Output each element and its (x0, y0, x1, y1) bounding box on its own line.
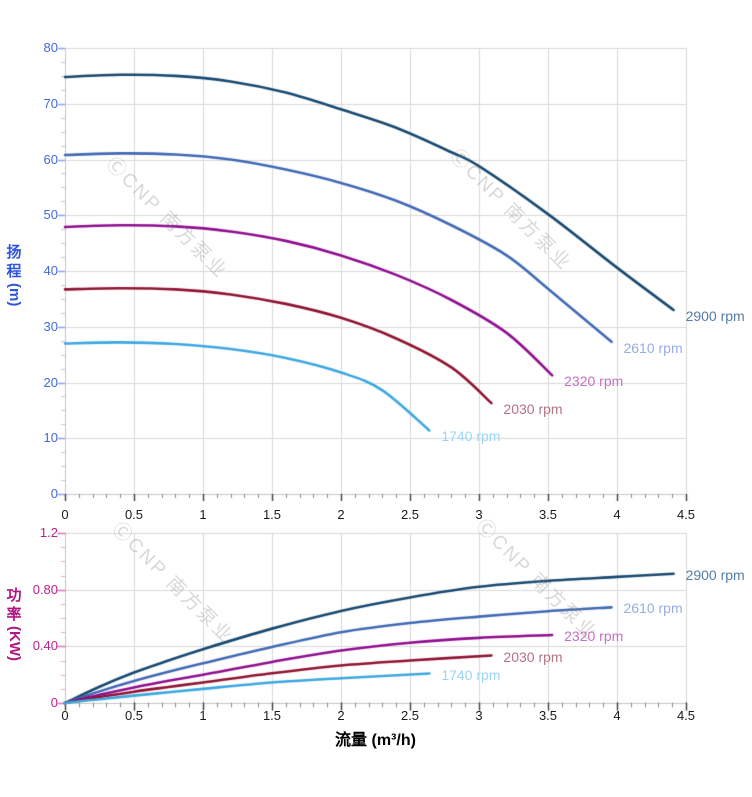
x-tick-label: 1.5 (262, 708, 282, 723)
x-tick-label: 3 (475, 507, 483, 522)
y-tick-label: 0 (50, 695, 58, 710)
series-label-2320-rpm: 2320 rpm (564, 373, 624, 390)
series-label-2900-rpm: 2900 rpm (685, 308, 745, 325)
y-axis-title-head-text: 扬程 (6, 244, 22, 280)
y-tick-label: 40 (43, 263, 58, 278)
x-tick-label: 0.5 (124, 708, 144, 723)
x-tick-label: 3.5 (538, 708, 558, 723)
y-tick-label: 70 (43, 95, 58, 111)
y-axis-title-head: 扬程 (m) (5, 243, 23, 306)
series-label-2900-rpm: 2900 rpm (685, 566, 745, 583)
y-axis-title-power-text: 功率 (6, 587, 22, 623)
x-tick-label: 2 (337, 708, 345, 723)
y-axis-title-power: 功率 (KW) (5, 586, 23, 661)
y-tick-label: 30 (43, 318, 58, 334)
y-tick-label: 60 (43, 151, 58, 167)
y-tick-label: 0.40 (32, 638, 58, 654)
series-label-1740-rpm: 1740 rpm (441, 666, 501, 683)
series-label-2610-rpm: 2610 rpm (623, 600, 683, 617)
x-axis-title: 流量 (m³/h) (335, 732, 416, 749)
series-label-2610-rpm: 2610 rpm (623, 339, 683, 356)
x-tick-label: 4 (613, 507, 621, 522)
y-tick-label: 0 (50, 486, 58, 501)
series-label-2030-rpm: 2030 rpm (503, 648, 563, 665)
x-tick-label: 1 (199, 507, 207, 522)
x-tick-label: 0 (61, 708, 69, 723)
x-tick-label: 4 (613, 708, 621, 723)
series-label-2320-rpm: 2320 rpm (564, 628, 624, 644)
y-tick-label: 0.80 (32, 581, 58, 597)
x-tick-label: 0 (61, 507, 69, 522)
x-tick-label: 3.5 (538, 507, 558, 522)
x-tick-label: 1.5 (262, 507, 282, 522)
x-tick-label: 0.5 (124, 507, 144, 522)
y-axis-title-head-unit: (m) (6, 283, 23, 307)
x-tick-label: 4.5 (676, 708, 696, 723)
x-tick-label: 2 (337, 507, 345, 522)
y-axis-title-power-unit: (KW) (6, 626, 23, 661)
y-tick-label: 10 (43, 430, 58, 446)
x-tick-label: 1 (199, 708, 207, 723)
x-tick-label: 2.5 (400, 708, 420, 723)
series-label-1740-rpm: 1740 rpm (441, 428, 501, 445)
x-tick-label: 2.5 (400, 507, 420, 522)
y-tick-label: 1.2 (39, 525, 58, 540)
series-label-2030-rpm: 2030 rpm (503, 401, 563, 418)
y-tick-label: 20 (43, 374, 58, 390)
x-tick-label: 4.5 (676, 507, 696, 522)
y-tick-label: 50 (43, 207, 58, 223)
y-tick-label: 80 (43, 40, 58, 55)
x-tick-label: 3 (475, 708, 483, 723)
